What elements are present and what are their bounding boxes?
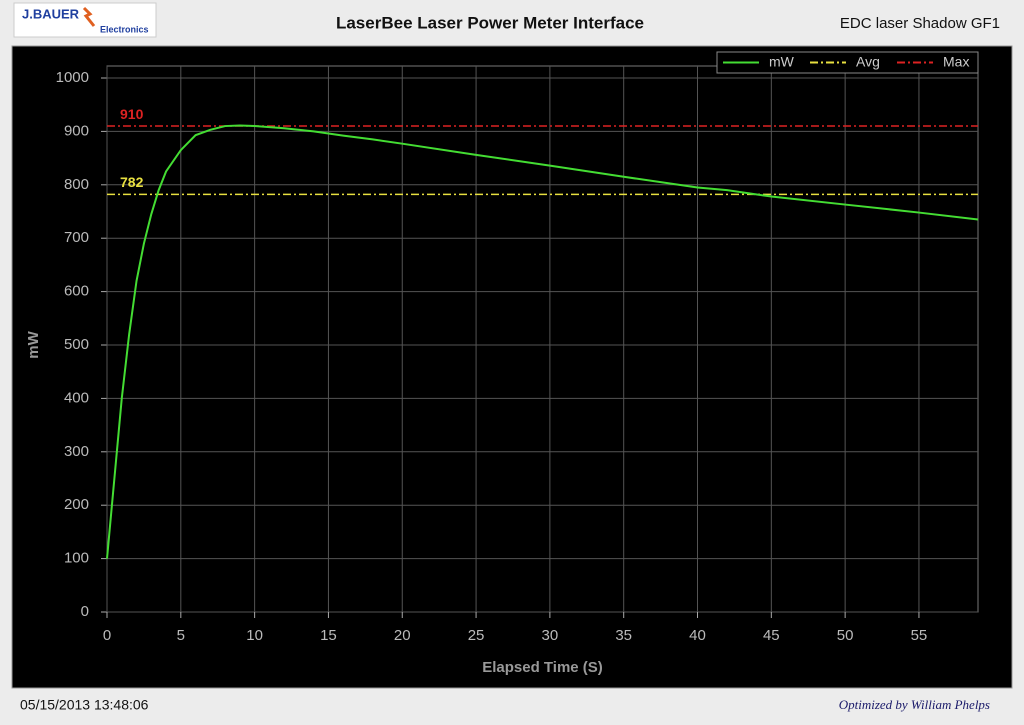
x-tick-label: 30 <box>542 627 559 644</box>
y-tick-label: 100 <box>64 550 89 567</box>
legend-label: Avg <box>856 54 880 70</box>
x-tick-label: 20 <box>394 627 411 644</box>
reference-label: 910 <box>120 106 144 122</box>
x-tick-label: 10 <box>246 627 263 644</box>
y-tick-label: 400 <box>64 389 89 406</box>
plot-area <box>106 65 979 613</box>
logo-icon <box>82 6 96 27</box>
logo: J.BAUER <box>22 6 80 21</box>
legend-label: mW <box>769 54 795 70</box>
x-tick-label: 55 <box>911 627 928 644</box>
credit: Optimized by William Phelps <box>839 697 990 712</box>
app-title: LaserBee Laser Power Meter Interface <box>336 13 644 32</box>
x-tick-label: 50 <box>837 627 854 644</box>
legend-label: Max <box>943 54 969 70</box>
x-tick-label: 5 <box>177 627 185 644</box>
device-name: EDC laser Shadow GF1 <box>840 15 1000 32</box>
x-tick-label: 40 <box>689 627 706 644</box>
x-axis-label: Elapsed Time (S) <box>482 659 603 676</box>
x-tick-label: 15 <box>320 627 337 644</box>
x-tick-label: 25 <box>468 627 485 644</box>
y-tick-label: 600 <box>64 283 89 300</box>
y-axis-label: mW <box>25 330 42 358</box>
x-tick-label: 0 <box>103 627 111 644</box>
logo-sub: Electronics <box>100 24 149 34</box>
x-tick-label: 35 <box>615 627 632 644</box>
y-tick-label: 700 <box>64 229 89 246</box>
legend <box>716 51 979 74</box>
plot: 0 100 200 300 400 500 600 700 800 900 1000 0 5 10 15 20… <box>25 51 979 676</box>
y-tick-label: 1000 <box>56 69 89 86</box>
x-tick-label: 45 <box>763 627 780 644</box>
y-tick-label: 500 <box>64 336 89 353</box>
y-tick-label: 200 <box>64 496 89 513</box>
y-tick-label: 900 <box>64 122 89 139</box>
data-line <box>106 124 979 559</box>
reference-label: 782 <box>120 174 144 190</box>
y-tick-label: 300 <box>64 443 89 460</box>
y-tick-label: 800 <box>64 176 89 193</box>
timestamp: 05/15/2013 13:48:06 <box>20 697 149 713</box>
y-tick-label: 0 <box>81 603 89 620</box>
